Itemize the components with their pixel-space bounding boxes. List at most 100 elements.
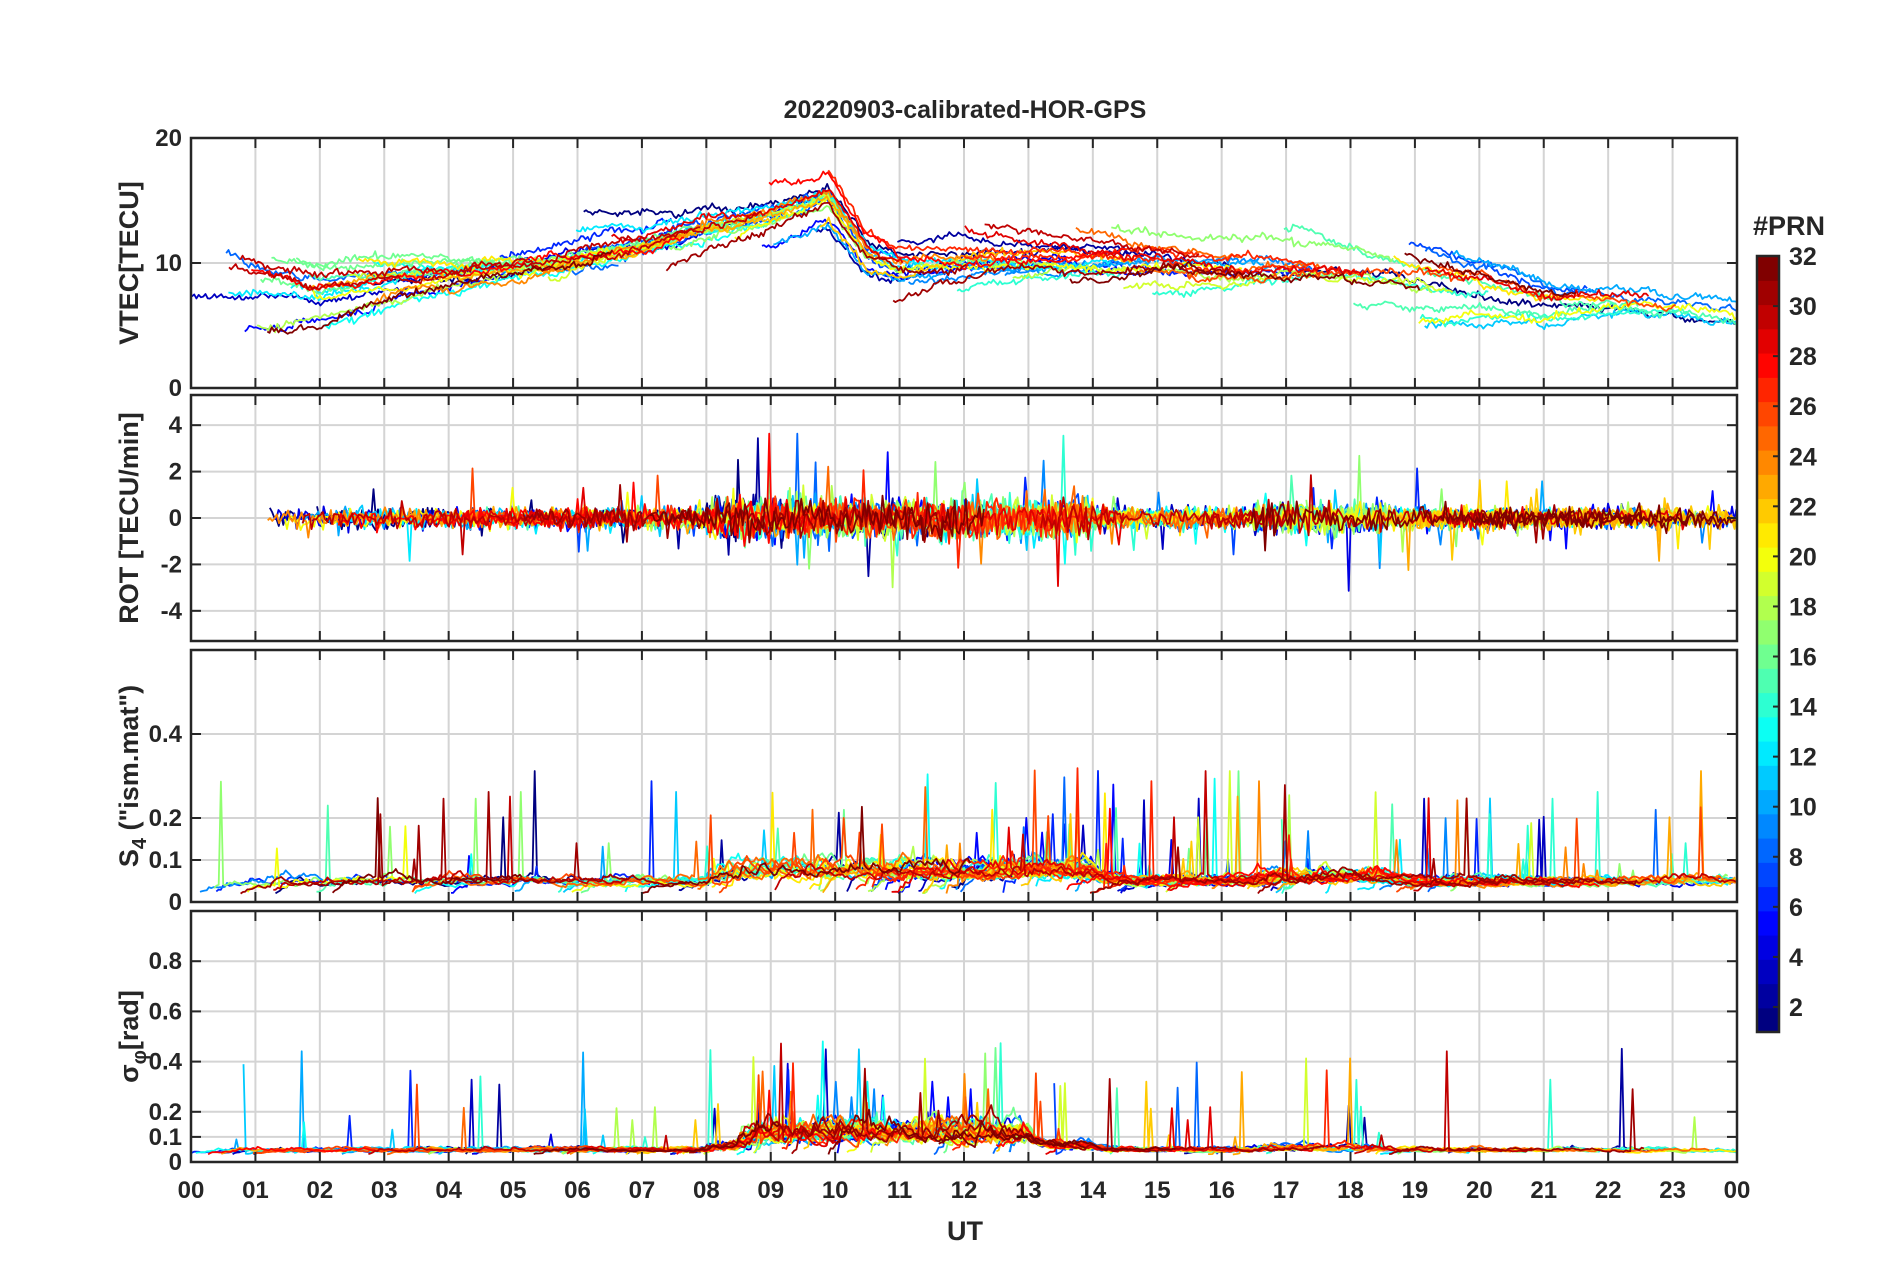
vtec-series-line — [665, 201, 967, 277]
colorbar-segment — [1757, 595, 1779, 621]
sigphi-y-tick-label: 0 — [169, 1149, 182, 1176]
vtec-series-line — [239, 210, 762, 279]
colorbar-segment — [1757, 741, 1779, 766]
colorbar-segment — [1757, 886, 1779, 912]
colorbar-segment — [1757, 789, 1779, 815]
colorbar-segment — [1757, 328, 1779, 354]
vtec-series-line — [1186, 267, 1468, 284]
colorbar-segment — [1757, 716, 1779, 742]
panel-rot: -4 -2 0 2 4 ROT [TECU/min] — [114, 393, 1739, 643]
vtec-series-line — [499, 217, 672, 261]
s4-series-line — [246, 825, 420, 893]
s4-series-line — [240, 791, 688, 895]
vtec-y-tick-label: 10 — [155, 250, 182, 277]
x-tick-label: 23 — [1659, 1177, 1686, 1204]
s4-y-tick-label: 0 — [169, 889, 182, 916]
x-tick-label: 14 — [1079, 1177, 1106, 1204]
x-tick-label: 00 — [178, 1177, 205, 1204]
colorbar-segment — [1757, 353, 1779, 378]
x-tick-label: 16 — [1208, 1177, 1235, 1204]
rot-series-line — [522, 483, 955, 543]
colorbar-tick-label: 30 — [1789, 293, 1817, 321]
s4-series-line — [774, 770, 1259, 891]
vtec-series-line — [1069, 261, 1421, 291]
x-tick-label: 11 — [887, 1177, 912, 1204]
x-tick-label: 17 — [1273, 1177, 1300, 1204]
x-tick-label: 01 — [242, 1177, 269, 1204]
colorbar-segment — [1757, 547, 1779, 572]
s4-series-line — [331, 797, 523, 894]
colorbar-segment — [1757, 401, 1779, 427]
colorbar-segment — [1757, 474, 1779, 500]
vtec-traces — [191, 169, 1737, 335]
chart-title: 20220903-calibrated-HOR-GPS — [784, 96, 1147, 124]
s4-y-tick-label: 0.1 — [149, 847, 182, 874]
vtec-series-line — [897, 231, 1129, 258]
vtec-series-line — [1408, 241, 1588, 294]
x-tick-label: 04 — [435, 1177, 462, 1204]
colorbar-tick-label: 12 — [1789, 744, 1817, 772]
x-tick-label: 21 — [1530, 1177, 1557, 1204]
s4-series-line — [1257, 784, 1638, 895]
colorbar-tick-label: 32 — [1789, 243, 1817, 271]
x-tick-label: 19 — [1402, 1177, 1429, 1204]
colorbar-segment — [1757, 571, 1779, 597]
vtec-series-line — [619, 195, 887, 265]
x-tick-label: 07 — [629, 1177, 656, 1204]
vtec-series-line — [768, 170, 1126, 271]
x-tick-label: 02 — [306, 1177, 333, 1204]
x-axis-label: UT — [947, 1216, 983, 1246]
colorbar-segment — [1757, 862, 1779, 888]
s4-y-tick-label: 0.2 — [149, 805, 182, 832]
vtec-series-line — [266, 249, 614, 335]
s4-series-line — [640, 805, 972, 895]
colorbar-title: #PRN — [1753, 211, 1825, 241]
rot-y-tick-label: 2 — [169, 459, 182, 486]
sigphi-y-tick-label: 0.8 — [149, 948, 182, 975]
vtec-series-line — [1352, 300, 1737, 326]
vtec-y-tick-label: 20 — [155, 125, 182, 152]
rot-y-tick-label: 0 — [169, 505, 182, 532]
sigphi-y-tick-label: 0.2 — [149, 1099, 182, 1126]
vtec-y-axis-label: VTEC[TECU] — [114, 181, 144, 345]
colorbar-segment — [1757, 304, 1779, 330]
rot-y-tick-label: -2 — [161, 551, 182, 578]
vtec-series-line — [984, 223, 1200, 259]
colorbar-segment — [1757, 425, 1779, 451]
vtec-series-line — [1424, 267, 1650, 302]
rot-series-line — [1040, 496, 1288, 541]
vtec-y-tick-label: 0 — [169, 375, 182, 402]
sigphi-series-line — [1232, 1071, 1524, 1156]
sigphi-series-line — [938, 1129, 1176, 1152]
colorbar-segment — [1757, 619, 1779, 645]
s4-series-line — [273, 795, 628, 891]
vtec-series-line — [372, 256, 597, 306]
sigphi-series-line — [1366, 1144, 1710, 1153]
vtec-series-line — [827, 169, 1321, 277]
x-tick-label: 09 — [757, 1177, 784, 1204]
colorbar-tick-label: 24 — [1789, 443, 1817, 471]
colorbar-tick-label: 10 — [1789, 794, 1817, 822]
s4-series-line — [1066, 807, 1600, 891]
rot-series-line — [1449, 504, 1639, 544]
vtec-series-line — [228, 226, 701, 291]
sigphi-series-line — [533, 1120, 781, 1156]
colorbar-segment — [1757, 838, 1779, 863]
vtec-series-line — [892, 261, 1246, 304]
sigphi-y-tick-label: 0.1 — [149, 1124, 182, 1151]
x-tick-label: 05 — [500, 1177, 527, 1204]
sigphi-series-line — [827, 1108, 1086, 1155]
colorbar-segment — [1757, 377, 1779, 403]
sigphi-series-line — [676, 1089, 899, 1155]
x-tick-label: 15 — [1144, 1177, 1171, 1204]
panel-sigphi: 00.10.2 0.4 0.6 0.8 σφ[rad] — [114, 909, 1739, 1176]
sigphi-series-line — [207, 1145, 375, 1156]
vtec-series-line — [1452, 249, 1737, 303]
rot-traces — [267, 432, 1737, 592]
s4-y-tick-label: 0.4 — [149, 721, 183, 748]
x-tick-label: 22 — [1595, 1177, 1622, 1204]
colorbar-segment — [1757, 983, 1779, 1009]
colorbar-segment — [1757, 959, 1779, 985]
